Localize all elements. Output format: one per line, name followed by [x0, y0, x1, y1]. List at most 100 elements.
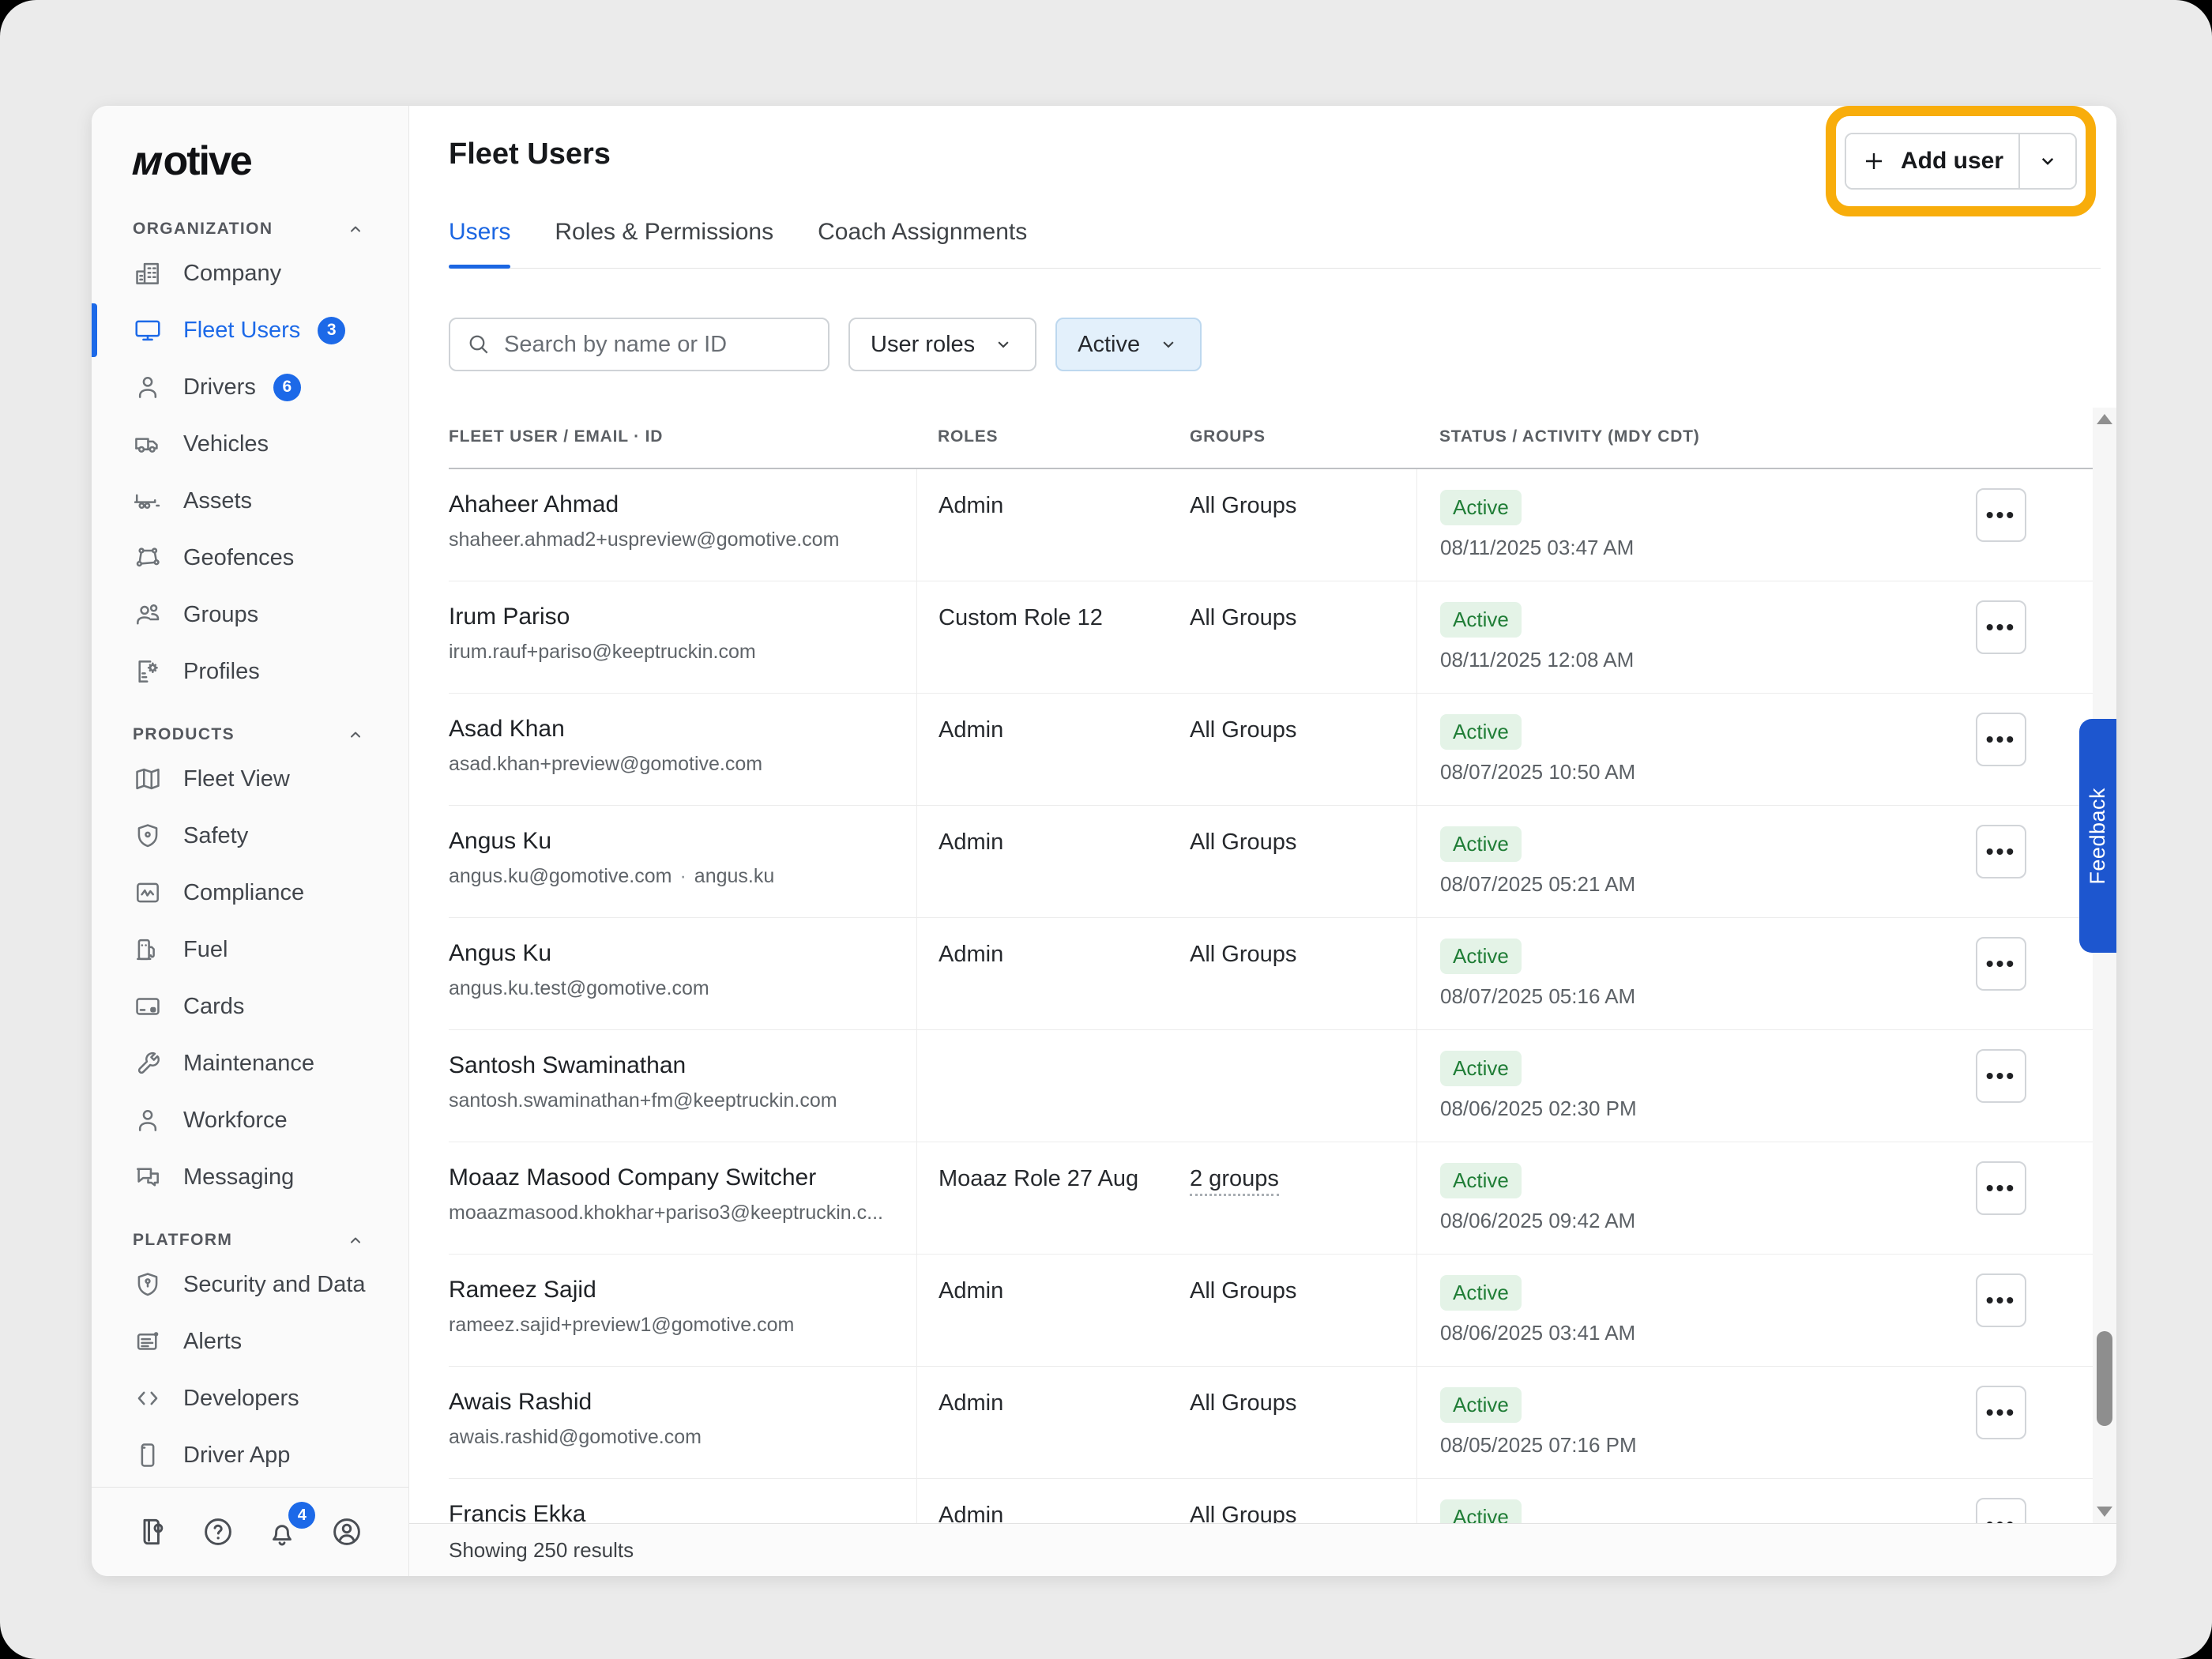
user-name: Asad Khan [449, 714, 916, 744]
role-value: Admin [939, 1390, 1003, 1416]
account-icon[interactable] [329, 1514, 364, 1549]
row-actions-button[interactable]: ••• [1976, 1273, 2026, 1327]
sidebar-item-label: Company [183, 261, 281, 287]
row-actions-button[interactable]: ••• [1976, 713, 2026, 766]
card-icon [133, 991, 163, 1021]
user-cell: Asad Khan asad.khan+preview@gomotive.com [449, 694, 916, 805]
sidebar-item-vehicles[interactable]: Vehicles [92, 416, 408, 472]
app-window: мotive ORGANIZATIONCompanyFleet Users3Dr… [92, 106, 2116, 1576]
sidebar-item-alerts[interactable]: Alerts [92, 1313, 408, 1370]
sidebar-section-organization[interactable]: ORGANIZATION [92, 213, 408, 245]
tab-roles-permissions[interactable]: Roles & Permissions [555, 219, 773, 268]
notifications-bell-icon[interactable]: 4 [265, 1514, 299, 1549]
wrench-icon [133, 1048, 163, 1078]
sidebar-item-company[interactable]: Company [92, 245, 408, 302]
status-badge: Active [1440, 1051, 1522, 1086]
sidebar-item-workforce[interactable]: Workforce [92, 1092, 408, 1149]
row-actions-button[interactable]: ••• [1976, 1498, 2026, 1523]
tab-coach-assignments[interactable]: Coach Assignments [818, 219, 1027, 268]
sidebar-item-label: Drivers [183, 374, 256, 401]
tab-bar: Users Roles & Permissions Coach Assignment… [449, 219, 2101, 269]
sidebar-item-label: Cards [183, 994, 244, 1020]
row-actions-button[interactable]: ••• [1976, 1049, 2026, 1103]
add-user-button[interactable]: Add user [1846, 134, 2020, 188]
help-icon[interactable] [201, 1514, 235, 1549]
alerts-icon [133, 1326, 163, 1356]
sidebar-item-groups[interactable]: Groups [92, 586, 408, 643]
sidebar-item-assets[interactable]: Assets [92, 472, 408, 529]
sidebar-item-cards[interactable]: Cards [92, 978, 408, 1035]
sidebar-item-security-and-data[interactable]: Security and Data [92, 1256, 408, 1313]
scroll-down-arrow[interactable] [2097, 1507, 2112, 1517]
table-row: Moaaz Masood Company Switcher moaazmasoo… [449, 1142, 2093, 1255]
sidebar-item-driver-app[interactable]: Driver App [92, 1427, 408, 1484]
status-filter[interactable]: Active [1055, 318, 1202, 371]
sidebar-item-safety[interactable]: Safety [92, 807, 408, 864]
chat-icon [133, 1162, 163, 1192]
sidebar-item-fuel[interactable]: Fuel [92, 921, 408, 978]
user-email: santosh.swaminathan+fm@keeptruckin.com [449, 1087, 916, 1114]
search-input-container [449, 318, 830, 371]
sidebar-section-label: PLATFORM [133, 1231, 232, 1250]
sidebar-item-label: Groups [183, 602, 258, 628]
roles-cell: Admin [916, 1367, 1190, 1478]
building-icon [133, 258, 163, 288]
row-actions-button[interactable]: ••• [1976, 825, 2026, 878]
person-icon [133, 1105, 163, 1135]
user-cell: Ahaheer Ahmad shaheer.ahmad2+uspreview@g… [449, 469, 916, 581]
add-user-split-button: Add user [1845, 133, 2077, 190]
column-header-fleet-user: FLEET USER / EMAIL · ID [449, 427, 916, 447]
sidebar-item-compliance[interactable]: Compliance [92, 864, 408, 921]
sidebar-item-label: Geofences [183, 545, 294, 571]
search-input[interactable] [504, 332, 814, 358]
guidebook-pin-icon[interactable] [136, 1514, 171, 1549]
scroll-up-arrow[interactable] [2097, 414, 2112, 424]
sidebar-item-fleet-view[interactable]: Fleet View [92, 750, 408, 807]
row-actions-button[interactable]: ••• [1976, 937, 2026, 991]
sidebar-item-fleet-users[interactable]: Fleet Users3 [92, 302, 408, 359]
sidebar-item-label: Vehicles [183, 431, 269, 457]
roles-cell: Custom Role 12 [916, 581, 1190, 693]
table-footer: Showing 250 results [409, 1523, 2116, 1576]
motive-logo: мotive [133, 137, 408, 174]
sidebar-item-maintenance[interactable]: Maintenance [92, 1035, 408, 1092]
groups-value: All Groups [1190, 942, 1296, 967]
role-value: Moaaz Role 27 Aug [939, 1166, 1138, 1191]
main-content: Fleet Users Add user UsersRoles & Permis… [409, 106, 2116, 1576]
table-row: Ahaheer Ahmad shaheer.ahmad2+uspreview@g… [449, 469, 2093, 581]
table-row: Angus Ku angus.ku@gomotive.com·angus.ku … [449, 806, 2093, 918]
feedback-tab[interactable]: Feedback [2079, 719, 2116, 953]
user-email: rameez.sajid+preview1@gomotive.com [449, 1311, 916, 1338]
groups-cell: All Groups [1190, 581, 1416, 693]
sidebar-item-developers[interactable]: Developers [92, 1370, 408, 1427]
sidebar-item-messaging[interactable]: Messaging [92, 1149, 408, 1206]
role-value: Admin [939, 1503, 1003, 1523]
sidebar-item-geofences[interactable]: Geofences [92, 529, 408, 586]
table-row: Francis Ekka Admin All Groups Active ••• [449, 1479, 2093, 1523]
row-actions-button[interactable]: ••• [1976, 1386, 2026, 1439]
add-user-dropdown-button[interactable] [2020, 134, 2075, 188]
sidebar-item-label: Fleet View [183, 766, 290, 792]
row-actions-button[interactable]: ••• [1976, 600, 2026, 654]
groups-cell: All Groups [1190, 1255, 1416, 1366]
sidebar-section-platform[interactable]: PLATFORM [92, 1224, 408, 1256]
user-cell: Awais Rashid awais.rashid@gomotive.com [449, 1367, 916, 1478]
sidebar-item-label: Compliance [183, 880, 304, 906]
user-roles-filter[interactable]: User roles [848, 318, 1036, 371]
plus-icon [1861, 149, 1887, 174]
row-actions-button[interactable]: ••• [1976, 488, 2026, 542]
status-badge: Active [1440, 714, 1522, 750]
sidebar-item-drivers[interactable]: Drivers6 [92, 359, 408, 416]
groups-link[interactable]: 2 groups [1190, 1166, 1279, 1196]
scrollbar [2093, 408, 2116, 1523]
tab-users[interactable]: Users [449, 219, 510, 268]
row-actions-button[interactable]: ••• [1976, 1161, 2026, 1215]
sidebar-item-label: Profiles [183, 659, 260, 685]
sidebar-section-products[interactable]: PRODUCTS [92, 719, 408, 750]
sidebar-item-profiles[interactable]: Profiles [92, 643, 408, 700]
filter-bar: User roles Active [449, 318, 2116, 371]
user-cell: Angus Ku angus.ku.test@gomotive.com [449, 918, 916, 1029]
groups-value: All Groups [1190, 830, 1296, 855]
table-row: Rameez Sajid rameez.sajid+preview1@gomot… [449, 1255, 2093, 1367]
scrollbar-thumb[interactable] [2097, 1331, 2112, 1426]
